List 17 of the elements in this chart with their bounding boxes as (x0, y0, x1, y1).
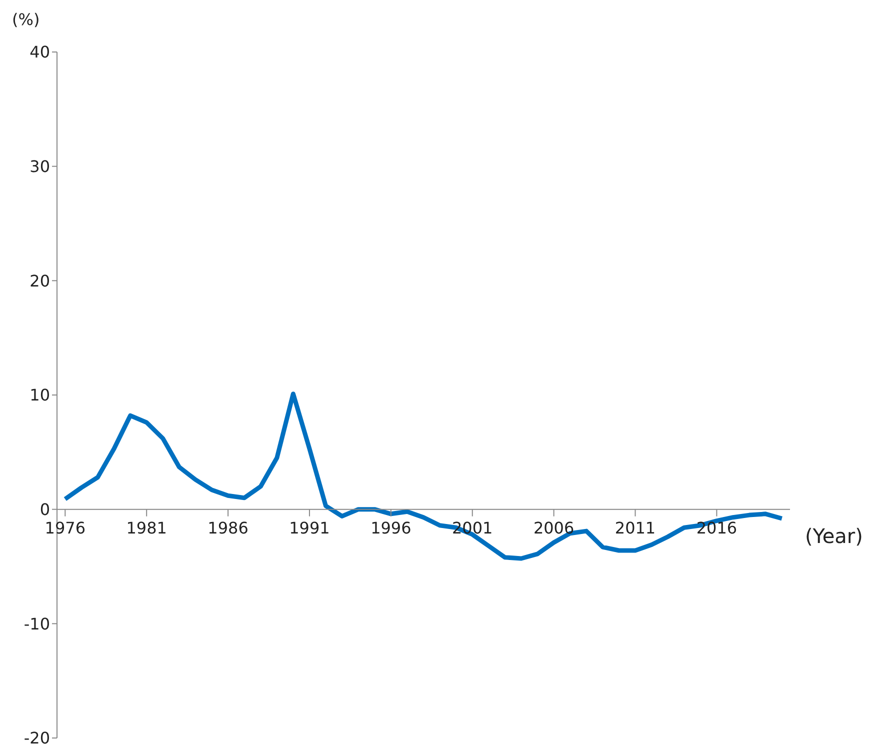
y-axis-title: (%) (12, 10, 40, 29)
x-tick-label: 2016 (696, 518, 738, 538)
y-tick-label: 0 (40, 500, 50, 520)
y-tick-label: 10 (30, 386, 50, 405)
x-tick-label: 1986 (208, 518, 248, 538)
x-tick-label: 2011 (614, 518, 656, 538)
y-tick-label: 30 (30, 157, 50, 176)
x-axis-title: (Year) (805, 524, 863, 548)
x-tick-label: 1976 (44, 518, 86, 538)
y-tick-label: 20 (30, 271, 50, 290)
y-tick-label: -10 (24, 614, 50, 634)
x-tick-label: 1996 (370, 518, 412, 538)
x-tick-label: 1991 (289, 518, 330, 538)
x-tick-label: 1981 (126, 518, 167, 538)
y-tick-label: -20 (24, 728, 50, 748)
y-tick-label: 40 (30, 42, 50, 62)
x-tick-label: 2006 (533, 518, 574, 538)
